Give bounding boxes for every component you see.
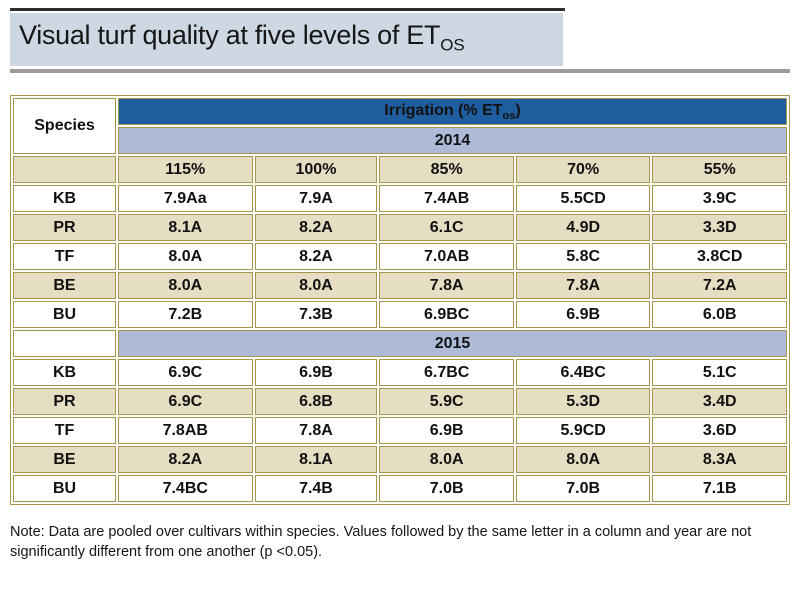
value-cell: 7.4AB [379,185,514,213]
value-cell: 5.9CD [515,417,651,445]
value-cell: 7.9Aa [118,185,253,213]
irrigation-header-subscript: os [502,109,516,122]
value-cell: 3.9C [652,185,787,213]
value-cell: 5.5CD [515,185,651,213]
value-cell: 7.8A [254,417,378,445]
value-cell: 5.8C [515,243,651,271]
species-header-cell: Species [13,98,116,155]
year-band-row-2015: 2015 [13,330,787,358]
value-cell: 5.3D [515,388,651,416]
value-cell: 5.9C [379,388,514,416]
value-cell: 8.0A [118,272,253,300]
value-cell: 8.1A [254,446,378,474]
value-cell: 8.0A [379,446,514,474]
value-cell: 6.0B [652,301,787,329]
table-row: BE 8.2A 8.1A 8.0A 8.0A 8.3A [13,446,787,474]
species-cell: BE [13,272,116,300]
species-cell: PR [13,214,116,242]
value-cell: 7.1B [652,475,787,503]
species-cell: TF [13,417,116,445]
table-row: PR 6.9C 6.8B 5.9C 5.3D 3.4D [13,388,787,416]
figure-page: Visual turf quality at five levels of ET… [10,8,790,561]
value-cell: 8.3A [652,446,787,474]
value-cell: 6.9C [118,359,253,387]
table-row: BE 8.0A 8.0A 7.8A 7.8A 7.2A [13,272,787,300]
percent-header-row: 115% 100% 85% 70% 55% [13,156,787,184]
page-title: Visual turf quality at five levels of ET… [10,13,563,67]
value-cell: 8.0A [118,243,253,271]
value-cell: 6.7BC [379,359,514,387]
value-cell: 7.8A [379,272,514,300]
value-cell: 7.0B [379,475,514,503]
value-cell: 7.0B [515,475,651,503]
value-cell: 7.8AB [118,417,253,445]
percent-header-blank-cell [13,156,116,184]
species-cell: BU [13,301,116,329]
value-cell: 6.9C [118,388,253,416]
irrigation-header-text: Irrigation (% ET [384,101,503,119]
table-row: TF 8.0A 8.2A 7.0AB 5.8C 3.8CD [13,243,787,271]
value-cell: 7.3B [254,301,378,329]
value-cell: 7.2A [652,272,787,300]
species-cell: TF [13,243,116,271]
percent-header-cell: 85% [379,156,514,184]
value-cell: 3.8CD [652,243,787,271]
species-cell: KB [13,359,116,387]
irrigation-header-suffix: ) [515,101,521,119]
table-row: BU 7.4BC 7.4B 7.0B 7.0B 7.1B [13,475,787,503]
value-cell: 5.1C [652,359,787,387]
table-row: TF 7.8AB 7.8A 6.9B 5.9CD 3.6D [13,417,787,445]
value-cell: 7.2B [118,301,253,329]
value-cell: 3.3D [652,214,787,242]
percent-header-cell: 55% [652,156,787,184]
value-cell: 8.0A [515,446,651,474]
table-row: KB 7.9Aa 7.9A 7.4AB 5.5CD 3.9C [13,185,787,213]
value-cell: 7.4B [254,475,378,503]
title-bottom-rule [10,69,790,74]
value-cell: 6.8B [254,388,378,416]
irrigation-header-cell: Irrigation (% ETos) [118,98,787,126]
value-cell: 3.4D [652,388,787,416]
value-cell: 7.8A [515,272,651,300]
species-cell: BE [13,446,116,474]
value-cell: 8.0A [254,272,378,300]
table-row: KB 6.9C 6.9B 6.7BC 6.4BC 5.1C [13,359,787,387]
species-cell: KB [13,185,116,213]
value-cell: 6.9B [379,417,514,445]
title-top-rule [10,8,565,11]
percent-header-cell: 100% [254,156,378,184]
year-band-blank-cell [13,330,116,358]
value-cell: 8.2A [254,214,378,242]
footnote: Note: Data are pooled over cultivars wit… [10,524,752,561]
value-cell: 4.9D [515,214,651,242]
year-band-row-2014: 2014 [13,127,787,155]
table-row: PR 8.1A 8.2A 6.1C 4.9D 3.3D [13,214,787,242]
year-label-2014: 2014 [118,127,787,155]
species-cell: BU [13,475,116,503]
value-cell: 6.9BC [379,301,514,329]
turf-quality-table: Species Irrigation (% ETos) 2014 115% 10… [10,95,790,506]
value-cell: 8.1A [118,214,253,242]
table-header-row: Species Irrigation (% ETos) [13,98,787,155]
value-cell: 7.4BC [118,475,253,503]
percent-header-cell: 70% [515,156,651,184]
value-cell: 6.9B [515,301,651,329]
value-cell: 6.4BC [515,359,651,387]
value-cell: 8.2A [254,243,378,271]
value-cell: 6.9B [254,359,378,387]
value-cell: 7.0AB [379,243,514,271]
year-label-2015: 2015 [118,330,787,358]
page-title-subscript: OS [440,35,465,55]
value-cell: 3.6D [652,417,787,445]
value-cell: 6.1C [379,214,514,242]
species-cell: PR [13,388,116,416]
table-row: BU 7.2B 7.3B 6.9BC 6.9B 6.0B [13,301,787,329]
page-title-text: Visual turf quality at five levels of ET [19,20,441,50]
percent-header-cell: 115% [118,156,253,184]
value-cell: 8.2A [118,446,253,474]
value-cell: 7.9A [254,185,378,213]
